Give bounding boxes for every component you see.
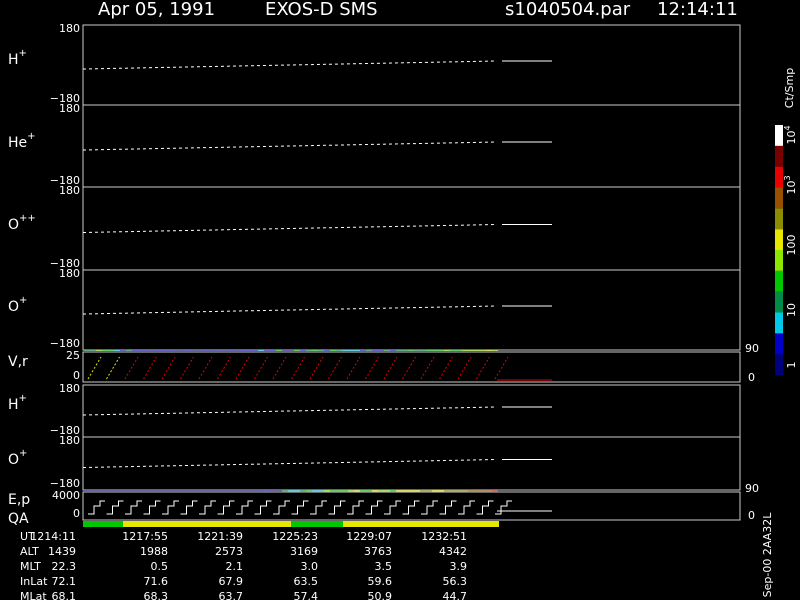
instrument: EXOS-D SMS [265, 0, 378, 20]
date: Apr 05, 1991 [98, 0, 215, 20]
file-name: s1040504.par [505, 0, 631, 20]
time: 12:14:11 [657, 0, 738, 20]
